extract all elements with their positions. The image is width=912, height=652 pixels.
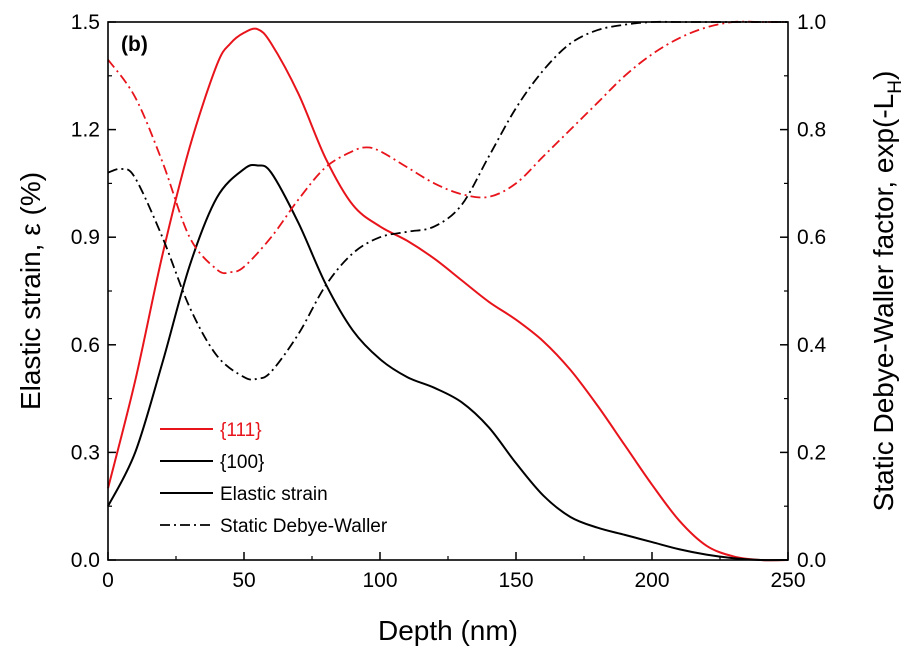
y-left-tick-label: 0.6 [71, 334, 100, 357]
legend-label-elastic-strain: Elastic strain [220, 484, 328, 505]
legend: {111} {100} Elastic strain Static Debye-… [160, 420, 388, 537]
x-tick-label: 250 [770, 569, 805, 592]
y-right-tick-label: 0.2 [797, 441, 826, 464]
line-100-elastic-strain [107, 163, 789, 562]
x-axis-title: Depth (nm) [378, 615, 518, 646]
legend-label-100: {100} [220, 452, 264, 473]
y-axis-title-right: Static Debye-Waller factor, exp(-LH) [868, 71, 906, 512]
x-tick-label: 200 [634, 569, 669, 592]
plot-frame [107, 21, 789, 561]
y-right-tick-label: 0.4 [797, 334, 827, 357]
y-axis-title-right-main: Static Debye-Waller factor, exp(-L [868, 94, 899, 512]
y-right-tick-label: 0.0 [797, 549, 826, 572]
line-111-debye-waller [107, 20, 788, 275]
legend-label-debye-waller: Static Debye-Waller [220, 516, 388, 537]
x-tick-label: 50 [232, 569, 255, 592]
y-left-tick-label: 1.5 [71, 11, 100, 34]
line-100-debye-waller [107, 20, 788, 381]
y-left-tick-label: 0.0 [71, 549, 100, 572]
panel-label: (b) [121, 33, 148, 56]
line-111-elastic-strain [107, 27, 789, 562]
y-right-tick-label: 0.6 [797, 226, 826, 249]
y-axis-title-right-close: ) [868, 71, 899, 80]
x-tick-label: 150 [498, 569, 533, 592]
y-left-tick-label: 0.3 [71, 441, 100, 464]
y-right-tick-label: 0.8 [797, 119, 826, 142]
y-left-tick-label: 0.9 [71, 226, 100, 249]
y-right-tick-label: 1.0 [797, 11, 826, 34]
series-layer [107, 20, 789, 562]
y-left-tick-label: 1.2 [71, 119, 100, 142]
y-axis-title-left: Elastic strain, ε (%) [15, 172, 46, 410]
tick-layer: 0 50 100 150 200 2500.00.30.60.91.21.50.00.20… [71, 11, 827, 592]
y-axis-title-right-subscript: H [885, 80, 906, 94]
x-tick-label: 0 [102, 569, 114, 592]
x-tick-label: 100 [362, 569, 397, 592]
legend-label-111: {111} [220, 420, 262, 441]
